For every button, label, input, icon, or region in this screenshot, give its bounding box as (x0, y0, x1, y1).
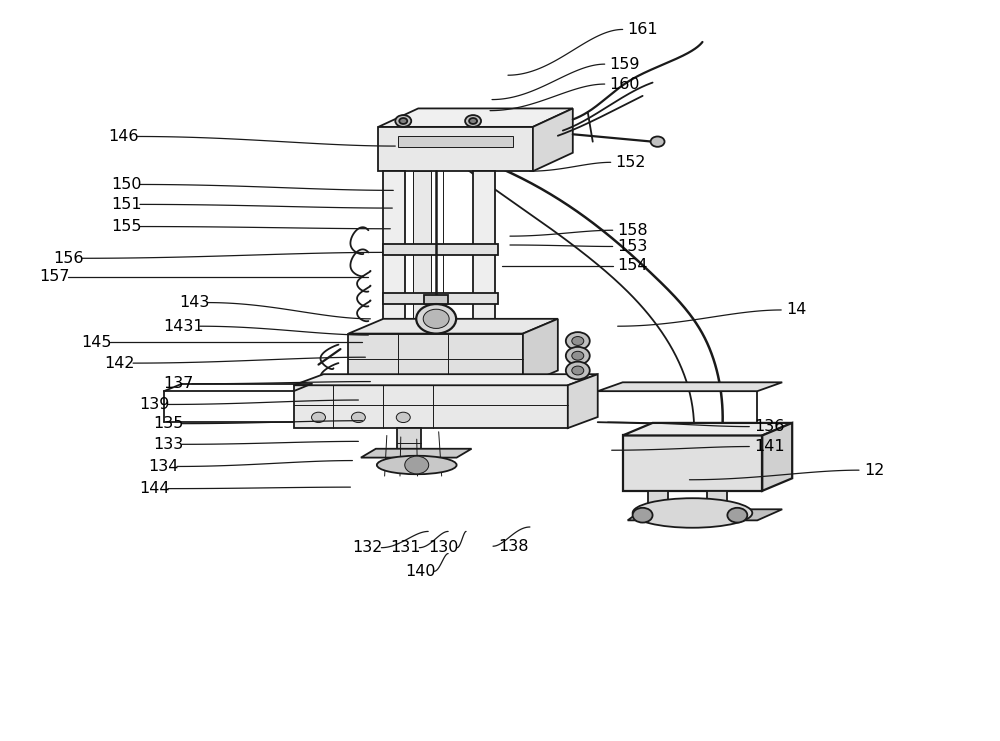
Polygon shape (361, 449, 472, 458)
Circle shape (416, 304, 456, 333)
Text: 141: 141 (754, 439, 785, 454)
Text: 1431: 1431 (163, 319, 204, 333)
Text: 140: 140 (405, 564, 436, 579)
Bar (383, 171, 405, 333)
Text: 138: 138 (498, 539, 529, 554)
Circle shape (396, 412, 410, 422)
Text: 145: 145 (81, 335, 112, 350)
Text: 132: 132 (352, 540, 383, 555)
Text: 155: 155 (111, 219, 142, 234)
Text: 151: 151 (111, 197, 142, 212)
Bar (383, 293, 498, 304)
Circle shape (469, 118, 477, 124)
Circle shape (572, 366, 584, 375)
Text: 159: 159 (610, 56, 640, 72)
Bar (383, 245, 498, 256)
Circle shape (465, 115, 481, 127)
Polygon shape (533, 108, 573, 171)
Polygon shape (628, 509, 782, 520)
Text: 156: 156 (53, 250, 84, 266)
Circle shape (566, 332, 590, 350)
Text: 139: 139 (139, 397, 169, 412)
Text: 152: 152 (616, 155, 646, 170)
Text: 143: 143 (179, 295, 209, 310)
Circle shape (312, 412, 325, 422)
Circle shape (566, 362, 590, 379)
Text: 133: 133 (153, 437, 183, 452)
Circle shape (727, 508, 747, 522)
Ellipse shape (377, 456, 457, 474)
Polygon shape (348, 319, 558, 333)
Text: 160: 160 (610, 76, 640, 92)
Circle shape (572, 351, 584, 360)
Ellipse shape (633, 498, 752, 528)
Polygon shape (623, 436, 762, 491)
Text: 131: 131 (390, 540, 421, 555)
Text: 142: 142 (104, 356, 135, 370)
Circle shape (423, 309, 449, 328)
Text: 144: 144 (139, 481, 170, 496)
Text: 134: 134 (148, 459, 178, 474)
Text: 153: 153 (618, 239, 648, 254)
Circle shape (405, 456, 429, 473)
Polygon shape (623, 423, 792, 436)
Circle shape (399, 118, 407, 124)
Bar (707, 491, 727, 520)
Circle shape (351, 412, 365, 422)
Polygon shape (523, 319, 558, 385)
Text: 157: 157 (39, 269, 70, 285)
Text: 158: 158 (618, 223, 648, 238)
Polygon shape (294, 374, 598, 385)
Polygon shape (568, 374, 598, 428)
Text: 161: 161 (628, 22, 658, 37)
Bar (424, 295, 448, 304)
Circle shape (395, 115, 411, 127)
Polygon shape (762, 423, 792, 491)
Bar (397, 428, 421, 458)
Bar (648, 491, 668, 520)
Polygon shape (378, 108, 573, 127)
Text: 150: 150 (111, 177, 142, 192)
Polygon shape (598, 382, 782, 391)
Text: 154: 154 (618, 258, 648, 273)
Text: 135: 135 (153, 416, 183, 431)
Text: 14: 14 (786, 302, 807, 317)
Circle shape (566, 347, 590, 365)
Text: 130: 130 (428, 540, 459, 555)
Text: 136: 136 (754, 419, 785, 434)
Text: 137: 137 (163, 376, 193, 391)
Circle shape (651, 136, 665, 147)
Circle shape (572, 336, 584, 345)
Bar (473, 171, 495, 333)
Polygon shape (294, 385, 568, 428)
Circle shape (633, 508, 653, 522)
Bar (413, 171, 431, 333)
Text: 146: 146 (108, 129, 139, 144)
Bar (398, 136, 513, 147)
Text: 12: 12 (864, 462, 884, 478)
Polygon shape (378, 127, 533, 171)
Polygon shape (348, 333, 523, 385)
